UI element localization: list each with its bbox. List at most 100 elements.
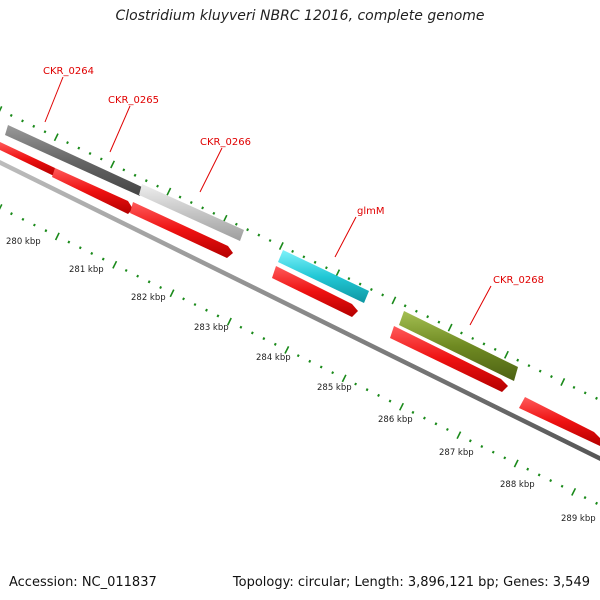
minor-tick: [583, 391, 587, 395]
minor-tick: [560, 484, 564, 488]
minor-tick: [268, 239, 272, 243]
scale-label: 283 kbp: [194, 323, 229, 333]
minor-tick: [388, 399, 392, 403]
minor-tick: [595, 501, 598, 505]
minor-tick: [101, 257, 105, 261]
gene-label-leaders: [44, 76, 492, 326]
cds-arrow: [272, 266, 358, 317]
minor-tick: [549, 479, 553, 483]
gc-skew-track-inner: [0, 204, 598, 505]
major-tick: [503, 350, 509, 359]
map-title: Clostridium kluyveri NBRC 12016, complet…: [115, 8, 485, 24]
gene-label-ckr-0268[interactable]: CKR_0268: [493, 275, 544, 286]
major-tick: [226, 317, 232, 326]
minor-tick: [122, 168, 126, 172]
major-tick: [398, 402, 405, 411]
major-tick: [53, 133, 59, 142]
minor-tick: [313, 260, 317, 264]
cds-arrow: [52, 168, 133, 214]
minor-tick: [354, 382, 358, 386]
minor-tick: [369, 287, 373, 292]
major-tick: [0, 106, 3, 112]
major-tick: [112, 260, 118, 269]
minor-tick: [423, 416, 426, 420]
major-tick: [447, 323, 453, 332]
accession-text: Accession: NC_011837: [9, 575, 157, 590]
gene-block-ckr-0265-0266[interactable]: [139, 184, 244, 241]
gene-block-ckr-0264[interactable]: [5, 125, 142, 196]
scale-label: 289 kbp: [561, 514, 596, 524]
minor-tick: [302, 255, 306, 259]
major-tick: [513, 459, 519, 468]
scale-labels: 280 kbp 281 kbp 282 kbp 283 kbp 284 kbp …: [6, 237, 596, 524]
gene-label-ckr-0264[interactable]: CKR_0264: [43, 66, 94, 77]
minor-tick: [257, 233, 261, 237]
minor-tick: [291, 249, 295, 253]
minor-tick: [66, 141, 69, 145]
major-tick: [54, 232, 60, 241]
minor-tick: [78, 246, 82, 250]
scale-label: 285 kbp: [317, 383, 352, 393]
scale-label: 286 kbp: [378, 415, 413, 425]
minor-tick: [414, 309, 418, 313]
minor-tick: [239, 325, 243, 329]
major-tick: [166, 187, 172, 196]
minor-tick: [212, 211, 216, 215]
genome-backbone: [0, 160, 600, 461]
gene-label-glmm[interactable]: glmM: [357, 206, 385, 217]
minor-tick: [538, 369, 542, 373]
minor-tick: [156, 184, 159, 188]
gene-blocks: [5, 125, 518, 381]
minor-tick: [133, 173, 137, 177]
gene-block-glmm[interactable]: [278, 250, 369, 303]
major-tick: [110, 160, 116, 169]
minor-tick: [246, 228, 250, 232]
leader-line: [199, 147, 223, 193]
gene-label-ckr-0265[interactable]: CKR_0265: [108, 95, 159, 106]
minor-tick: [205, 308, 208, 312]
minor-tick: [526, 467, 530, 471]
major-tick: [571, 487, 577, 496]
minor-tick: [319, 365, 323, 369]
minor-tick: [493, 347, 497, 351]
minor-tick: [88, 151, 92, 156]
minor-tick: [471, 336, 475, 340]
minor-tick: [10, 212, 13, 216]
minor-tick: [537, 473, 541, 477]
scale-label: 287 kbp: [439, 448, 474, 458]
minor-tick: [503, 456, 507, 460]
minor-tick: [273, 342, 277, 346]
minor-tick: [445, 427, 449, 431]
major-tick: [278, 242, 284, 250]
gene-block-ckr-0268[interactable]: [399, 311, 518, 381]
minor-tick: [9, 113, 13, 117]
minor-tick: [178, 195, 182, 199]
minor-tick: [381, 293, 385, 297]
minor-tick: [572, 385, 576, 389]
minor-tick: [296, 354, 300, 358]
minor-tick: [550, 375, 553, 379]
minor-tick: [250, 331, 254, 335]
cds-arrow: [130, 202, 233, 258]
minor-tick: [124, 268, 128, 272]
minor-tick: [216, 314, 220, 318]
minor-tick: [308, 359, 312, 363]
gene-label-ckr-0266[interactable]: CKR_0266: [200, 137, 251, 148]
gene-labels: CKR_0264 CKR_0265 CKR_0266 glmM CKR_0268: [43, 66, 544, 286]
cds-arrow: [390, 326, 508, 392]
minor-tick: [583, 496, 587, 500]
minor-tick: [480, 444, 484, 449]
major-tick: [456, 431, 462, 440]
minor-tick: [21, 217, 25, 221]
minor-tick: [32, 124, 36, 128]
leader-line: [44, 76, 64, 123]
gc-skew-track-outer: [0, 106, 598, 400]
minor-tick: [460, 331, 463, 335]
minor-tick: [182, 297, 185, 301]
minor-tick: [147, 280, 151, 284]
minor-tick: [90, 251, 94, 255]
scale-label: 280 kbp: [6, 237, 41, 247]
minor-tick: [43, 130, 47, 134]
major-tick: [284, 346, 290, 354]
